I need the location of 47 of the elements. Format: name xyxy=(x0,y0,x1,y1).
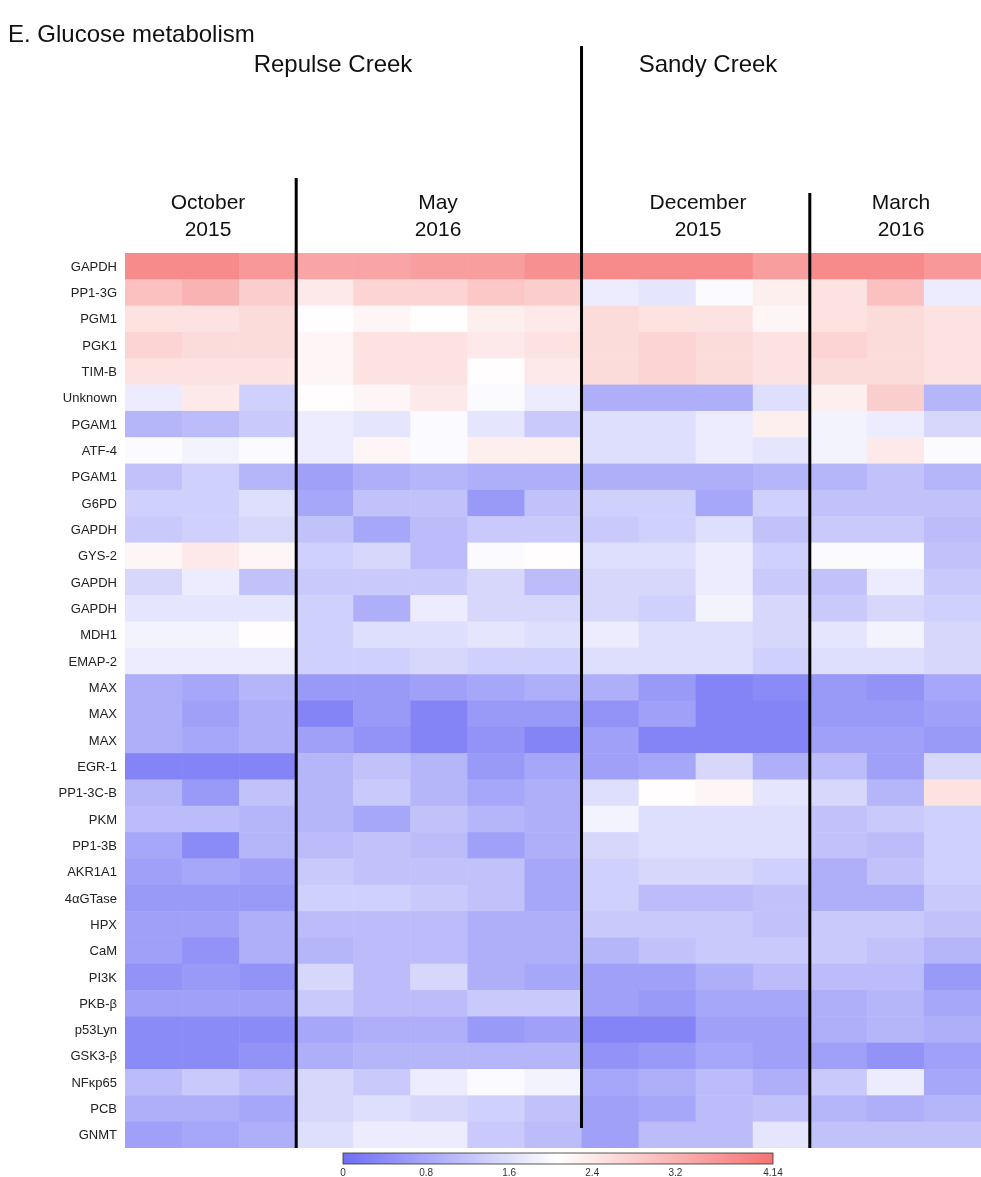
text: Sandy Creek xyxy=(637,49,779,79)
y-tick-label: MAX xyxy=(88,706,118,722)
y-tick-label: GYS-2 xyxy=(77,548,117,564)
y-tick-label: PP1-3B xyxy=(72,837,117,853)
y-tick-label: GAPDH xyxy=(70,574,117,590)
color-bar-label: 0 xyxy=(340,1167,347,1177)
y-tick-label: MAX xyxy=(88,679,118,695)
text: October 2015 xyxy=(169,189,247,243)
color-bar-label: 0.8 xyxy=(419,1167,434,1177)
y-tick-label: G6PD xyxy=(81,495,117,511)
color-bar-label: 3.2 xyxy=(668,1167,683,1177)
y-tick-label: GSK3-β xyxy=(70,1048,117,1064)
y-tick-label: 4αGTase xyxy=(64,890,117,906)
y-tick-label: PKB-β xyxy=(79,995,117,1011)
color-bar-label: 1.6 xyxy=(502,1167,517,1177)
color-bar-label: 2.4 xyxy=(585,1167,600,1177)
y-tick-label: GAPDH xyxy=(70,600,117,616)
y-tick-label: PCB xyxy=(90,1101,117,1117)
y-tick-label: GNMT xyxy=(78,1127,118,1143)
y-tick-label: PP1-3C-B xyxy=(58,785,117,801)
y-tick-label: p53Lyn xyxy=(74,1022,117,1038)
text: December 2015 xyxy=(648,189,748,243)
y-tick-label: CaM xyxy=(89,943,117,959)
y-tick-label: Unknown xyxy=(62,390,117,406)
text: March 2016 xyxy=(870,189,932,243)
y-tick-label: GAPDH xyxy=(70,258,117,274)
y-tick-label: AKR1A1 xyxy=(67,864,117,880)
y-tick-label: PP1-3G xyxy=(70,285,117,301)
y-tick-label: PGAM1 xyxy=(71,469,117,485)
y-tick-label: ATF-4 xyxy=(81,443,117,459)
y-tick-label: EGR-1 xyxy=(77,758,117,774)
y-tick-label: PGAM1 xyxy=(71,416,117,432)
y-tick-label: GAPDH xyxy=(70,522,117,538)
y-tick-label: PGK1 xyxy=(82,337,117,353)
y-tick-label: MDH1 xyxy=(80,627,117,643)
y-tick-label: PI3K xyxy=(88,969,118,985)
color-bar-label: 4.14 xyxy=(763,1167,784,1177)
y-tick-label: MAX xyxy=(88,732,118,748)
y-tick-label: EMAP-2 xyxy=(68,653,117,669)
chart-title: E. Glucose metabolism xyxy=(8,20,255,48)
text: Repulse Creek xyxy=(252,49,414,79)
y-tick-label: NFκp65 xyxy=(71,1074,117,1090)
y-tick-label: PGM1 xyxy=(80,311,117,327)
y-tick-label: PKM xyxy=(88,811,117,827)
text: May 2016 xyxy=(413,189,463,243)
y-tick-label: TIM-B xyxy=(81,364,117,380)
y-tick-label: HPX xyxy=(90,916,118,932)
